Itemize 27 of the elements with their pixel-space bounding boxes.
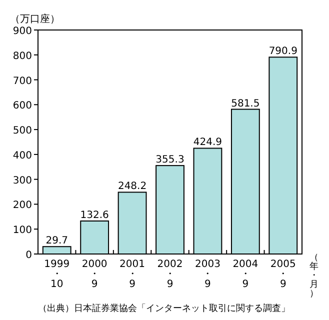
x-tick-label: 2005 ・ 9 bbox=[270, 259, 296, 290]
data-label: 248.2 bbox=[118, 181, 147, 192]
x-tick-label: 2000 ・ 9 bbox=[82, 259, 108, 290]
y-tick-label: 500 bbox=[12, 126, 32, 137]
y-tick-label: 400 bbox=[12, 150, 32, 162]
x-axis-title: （年・月） bbox=[310, 253, 318, 299]
data-label: 790.9 bbox=[268, 46, 298, 58]
data-label: 29.7 bbox=[46, 236, 68, 247]
y-tick-label: 300 bbox=[12, 175, 32, 186]
data-label: 132.6 bbox=[80, 210, 109, 221]
x-tick-label: 2003 ・ 9 bbox=[194, 259, 220, 290]
y-tick-label: 0 bbox=[26, 250, 32, 261]
x-tick-label: 2002 ・ 9 bbox=[157, 259, 183, 290]
y-tick-label: 200 bbox=[12, 200, 32, 212]
x-tick-label: 1999 ・ 10 bbox=[44, 259, 70, 290]
y-tick-label: 600 bbox=[12, 100, 32, 112]
text: （出典）日本証券業協会「インターネット取引に関する調査」 bbox=[38, 303, 290, 314]
y-tick-label: 800 bbox=[12, 50, 32, 62]
x-tick-label: 2001 ・ 9 bbox=[120, 259, 146, 290]
y-axis-title: （万口座） bbox=[10, 13, 60, 25]
data-label: 581.5 bbox=[231, 98, 260, 110]
x-tick-label: 2004 ・ 9 bbox=[232, 259, 258, 290]
y-tick-label: 100 bbox=[12, 225, 32, 236]
y-tick-label: 700 bbox=[12, 76, 32, 87]
data-label: 424.9 bbox=[193, 137, 222, 148]
data-label: 355.3 bbox=[156, 154, 184, 166]
y-tick-label: 900 bbox=[12, 26, 32, 37]
